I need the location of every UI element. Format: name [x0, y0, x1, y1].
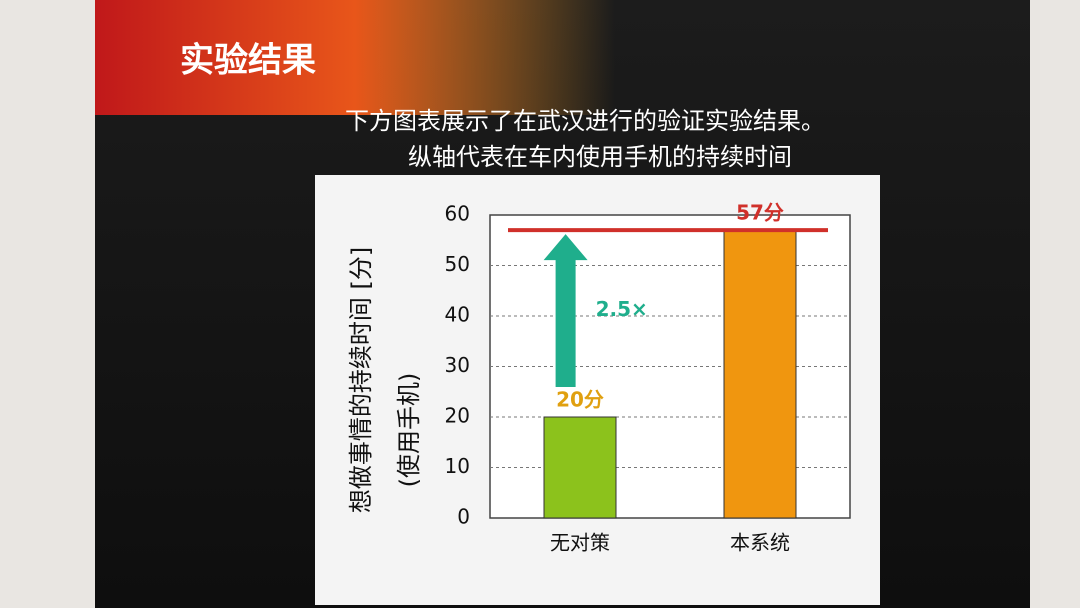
y-tick-label: 50 — [445, 252, 470, 276]
title: 实验结果 — [180, 41, 316, 81]
y-tick-label: 20 — [445, 404, 470, 428]
value-label: 57分 — [736, 201, 784, 225]
title-banner — [95, 0, 615, 115]
bar — [543, 416, 617, 519]
subtitle: 纵轴代表在车内使用手机的持续时间 — [408, 143, 792, 171]
annotation: 2.5× — [596, 297, 648, 321]
value-label: 20分 — [556, 388, 604, 412]
y-axis-note: (使用手机) — [395, 373, 423, 488]
y-tick-label: 40 — [445, 303, 470, 327]
y-tick-label: 30 — [445, 353, 470, 377]
increase-arrow — [543, 234, 588, 387]
x-tick-label: 无对策 — [550, 531, 610, 555]
bar — [723, 229, 797, 519]
subtitle: 下方图表展示了在武汉进行的验证实验结果。 — [345, 107, 825, 135]
y-tick-label: 10 — [445, 454, 470, 478]
x-tick-label: 本系统 — [730, 531, 790, 555]
y-axis-label: 想做事情的持续时间 [分] — [347, 247, 375, 513]
y-tick-label: 0 — [457, 505, 470, 529]
y-tick-label: 60 — [445, 202, 470, 226]
